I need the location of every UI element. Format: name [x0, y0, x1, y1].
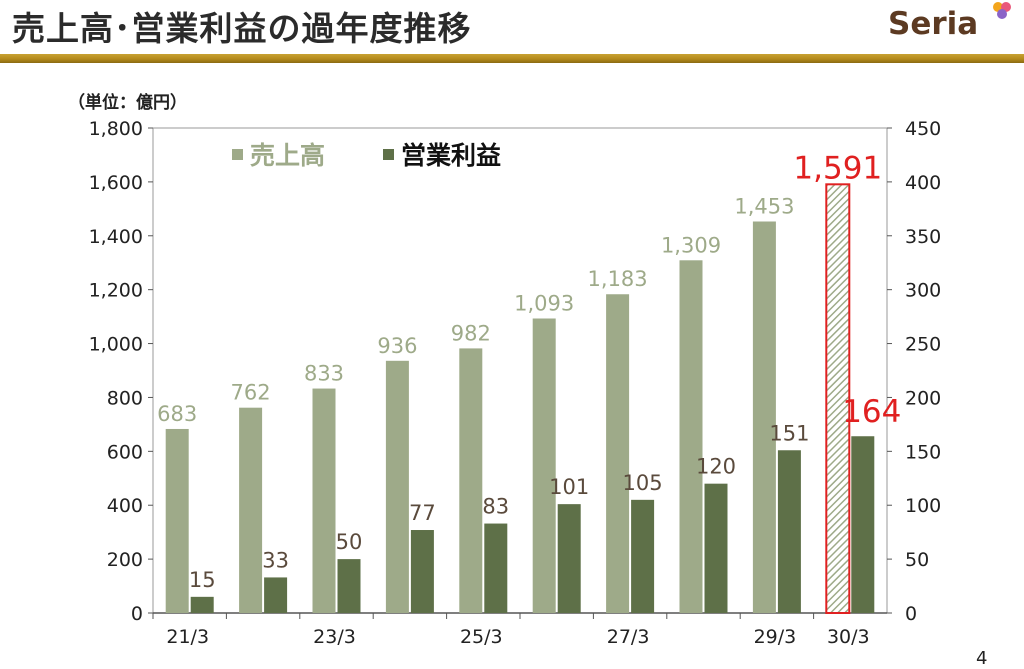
- bar-sales: [239, 407, 263, 613]
- legend-label-profit: 営業利益: [401, 141, 501, 170]
- x-tick-label: 21/3: [166, 626, 209, 648]
- flower-icon: [993, 2, 1011, 19]
- bar-profit: [557, 504, 581, 613]
- bar-profit: [704, 483, 728, 613]
- bar-label-sales: 1,183: [588, 267, 648, 291]
- bar-profit: [484, 523, 508, 613]
- bar-label-sales: 833: [304, 362, 344, 386]
- y-right-tick-label: 300: [905, 280, 941, 302]
- y-right-tick-label: 50: [905, 549, 929, 571]
- y-right-tick-label: 100: [905, 495, 941, 517]
- y-left-tick-label: 200: [107, 549, 143, 571]
- x-tick-label: 29/3: [754, 626, 797, 648]
- bar-label-sales: 683: [157, 402, 197, 426]
- bar-sales: [679, 260, 703, 613]
- y-left-tick-label: 400: [107, 495, 143, 517]
- page-title: 売上高･営業利益の過年度推移: [12, 9, 472, 48]
- bar-label-profit: 83: [482, 495, 509, 519]
- bar-profit: [631, 499, 655, 613]
- bar-label-sales: 762: [231, 381, 271, 405]
- bar-label-profit: 15: [189, 568, 216, 592]
- x-tick-label: 27/3: [607, 626, 650, 648]
- y-right-tick-label: 400: [905, 172, 941, 194]
- bar-sales: [312, 388, 336, 613]
- bar-label-profit: 151: [769, 421, 809, 445]
- bar-sales: [825, 183, 851, 614]
- bar-sales: [606, 294, 630, 613]
- bar-label-profit: 33: [262, 548, 289, 572]
- bar-profit: [264, 577, 288, 613]
- bar-sales: [532, 318, 556, 613]
- x-tick-label: 30/3: [827, 626, 870, 648]
- bar-sales: [165, 428, 189, 613]
- bar-label-profit: 50: [336, 530, 363, 554]
- unit-label: （単位：億円）: [68, 93, 187, 113]
- bar-profit: [777, 450, 801, 613]
- x-tick-label: 23/3: [313, 626, 356, 648]
- bar-label-profit: 164: [842, 394, 901, 430]
- bar-label-sales: 1,591: [793, 150, 882, 186]
- bar-label-profit: 101: [549, 475, 589, 499]
- bar-sales: [752, 221, 776, 613]
- y-left-tick-label: 600: [107, 441, 143, 463]
- bar-label-sales: 936: [377, 334, 417, 358]
- bar-profit: [337, 559, 361, 613]
- y-left-tick-label: 1,600: [89, 172, 143, 194]
- x-tick-label: 25/3: [460, 626, 503, 648]
- y-right-tick-label: 450: [905, 118, 941, 140]
- y-right-tick-label: 150: [905, 441, 941, 463]
- bar-label-sales: 1,309: [661, 233, 721, 257]
- header-rule: [0, 54, 1024, 63]
- bar-profit: [190, 596, 214, 613]
- bar-sales: [459, 348, 483, 613]
- bar-sales: [385, 360, 409, 613]
- bar-label-profit: 120: [696, 455, 736, 479]
- y-left-tick-label: 0: [131, 603, 143, 625]
- bar-label-profit: 105: [623, 471, 663, 495]
- brand-logo: Seria: [886, 0, 1016, 50]
- y-left-tick-label: 1,400: [89, 226, 143, 248]
- legend-swatch-sales: [232, 149, 243, 160]
- page-number: 4: [976, 648, 988, 669]
- legend-label-sales: 売上高: [250, 141, 325, 170]
- y-right-tick-label: 250: [905, 334, 941, 356]
- y-left-tick-label: 800: [107, 387, 143, 409]
- bar-label-profit: 77: [409, 501, 436, 525]
- y-left-tick-label: 1,200: [89, 280, 143, 302]
- y-right-tick-label: 350: [905, 226, 941, 248]
- bar-label-sales: 1,453: [734, 194, 794, 218]
- legend-swatch-profit: [383, 149, 394, 160]
- bar-label-sales: 1,093: [514, 291, 574, 315]
- y-right-tick-label: 0: [905, 603, 917, 625]
- bar-profit: [410, 530, 434, 613]
- bar-profit: [851, 436, 875, 613]
- y-right-tick-label: 200: [905, 387, 941, 409]
- brand-logo-text: Seria: [888, 6, 979, 42]
- y-left-tick-label: 1,800: [89, 118, 143, 140]
- bar-label-sales: 982: [451, 321, 491, 345]
- y-left-tick-label: 1,000: [89, 334, 143, 356]
